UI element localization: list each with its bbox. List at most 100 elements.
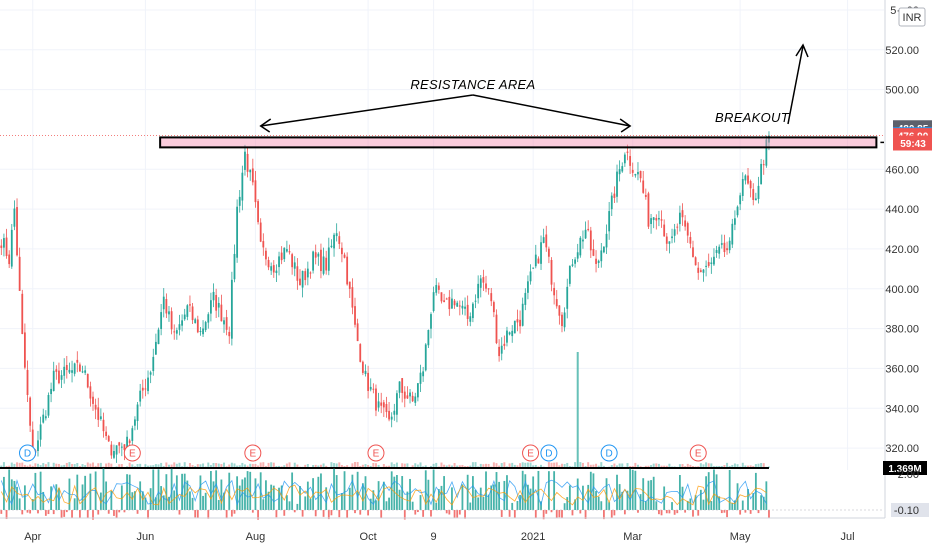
candle-body (608, 211, 611, 232)
indicator-bar (723, 510, 726, 513)
volume-bar (246, 465, 249, 468)
dividend-marker (600, 444, 618, 462)
resistance-zone[interactable] (0, 135, 884, 149)
candle-body (671, 236, 673, 239)
volume-bar (618, 463, 621, 468)
indicator-bar (325, 487, 328, 510)
candle-body (173, 331, 176, 333)
indicator-bar (210, 471, 212, 510)
volume-bar (747, 465, 750, 468)
indicator-bar (503, 480, 506, 510)
volume-badge-label: 1.369M (888, 464, 921, 475)
drawings[interactable]: RESISTANCE AREA BREAKOUT (259, 43, 809, 133)
volume-bar (592, 464, 595, 468)
indicator-bar (369, 498, 372, 510)
indicator-bar (136, 510, 139, 514)
candle-body (422, 371, 425, 377)
indicator-bar (731, 502, 734, 510)
indicator-bar (757, 510, 760, 514)
candle-body (603, 246, 605, 253)
candle-body (694, 257, 697, 266)
earnings-marker (522, 444, 540, 462)
volume-bar (209, 465, 212, 468)
volume-bar (29, 464, 32, 468)
time-tick-label: Apr (24, 531, 41, 543)
volume-bar (76, 463, 79, 468)
candle-body (487, 288, 490, 290)
indicator-bar (702, 499, 705, 510)
price-badge-label: 59:43 (900, 139, 926, 150)
volume-bar (99, 462, 102, 468)
price-tick-label: 460.00 (885, 164, 919, 176)
indicator-bar (0, 510, 3, 514)
time-tick-label: May (730, 531, 751, 543)
resistance-arrow-left (260, 94, 474, 127)
indicator-bar (440, 485, 443, 510)
volume-bar (440, 462, 443, 468)
indicator-bar (293, 510, 296, 513)
indicator-bar (566, 497, 569, 510)
indicator-bar (558, 510, 561, 518)
volume-bar (283, 465, 286, 468)
candle-body (726, 248, 728, 251)
indicator-bar (605, 478, 608, 510)
volume-bar (167, 464, 170, 468)
indicator-bar (364, 476, 367, 510)
volume-bar (485, 463, 488, 468)
volume-bar (566, 462, 569, 468)
candle-body (204, 322, 207, 331)
candle-body (390, 416, 393, 420)
indicator-bar (113, 510, 115, 516)
volume-bar (448, 464, 451, 468)
volume-bar (390, 462, 393, 468)
indicator-bar (390, 471, 393, 510)
volume-bar (574, 462, 577, 468)
candle-body (356, 323, 359, 342)
candle-body (689, 237, 692, 244)
candle-body (149, 372, 152, 375)
volume-bar (553, 462, 556, 468)
volume-bar (762, 463, 765, 468)
candle-body (3, 238, 5, 248)
volume-bar (532, 465, 535, 468)
volume-bar (377, 464, 380, 468)
volume-bar (429, 465, 432, 468)
indicator-bar (154, 497, 157, 510)
indicator-bar (736, 483, 739, 510)
candle-body (186, 305, 189, 317)
candle-body (754, 198, 757, 201)
volume-bar (257, 465, 260, 468)
candle-body (644, 194, 647, 197)
indicator-bar (157, 469, 160, 510)
breakout-arrow (787, 45, 804, 125)
candle-body (47, 395, 50, 416)
candle-body (327, 247, 330, 271)
candle-body (120, 446, 123, 448)
currency-box (898, 7, 926, 27)
volume-bar (322, 463, 325, 468)
candle-body (513, 320, 516, 334)
indicator-bar (178, 510, 181, 515)
price-tick-label: 380.00 (885, 324, 919, 336)
indicator-bar (262, 499, 265, 510)
price-badge (893, 135, 932, 151)
candle-body (346, 256, 349, 285)
candle-body (299, 278, 301, 286)
candle-body (105, 431, 108, 437)
candle-body (380, 402, 383, 406)
indicator-bar (367, 510, 370, 516)
indicator-bar (86, 510, 89, 518)
volume-bar (319, 464, 322, 468)
indicator-bar (498, 481, 501, 510)
volume-bar (741, 462, 744, 468)
indicator-bar (31, 499, 34, 510)
volume-bar (519, 463, 522, 468)
candle-body (650, 218, 652, 224)
candle-body (432, 292, 435, 312)
indicator-bar (382, 481, 385, 510)
indicator-bar (464, 510, 466, 519)
volume-bar (589, 464, 592, 468)
candle-body (720, 243, 723, 245)
